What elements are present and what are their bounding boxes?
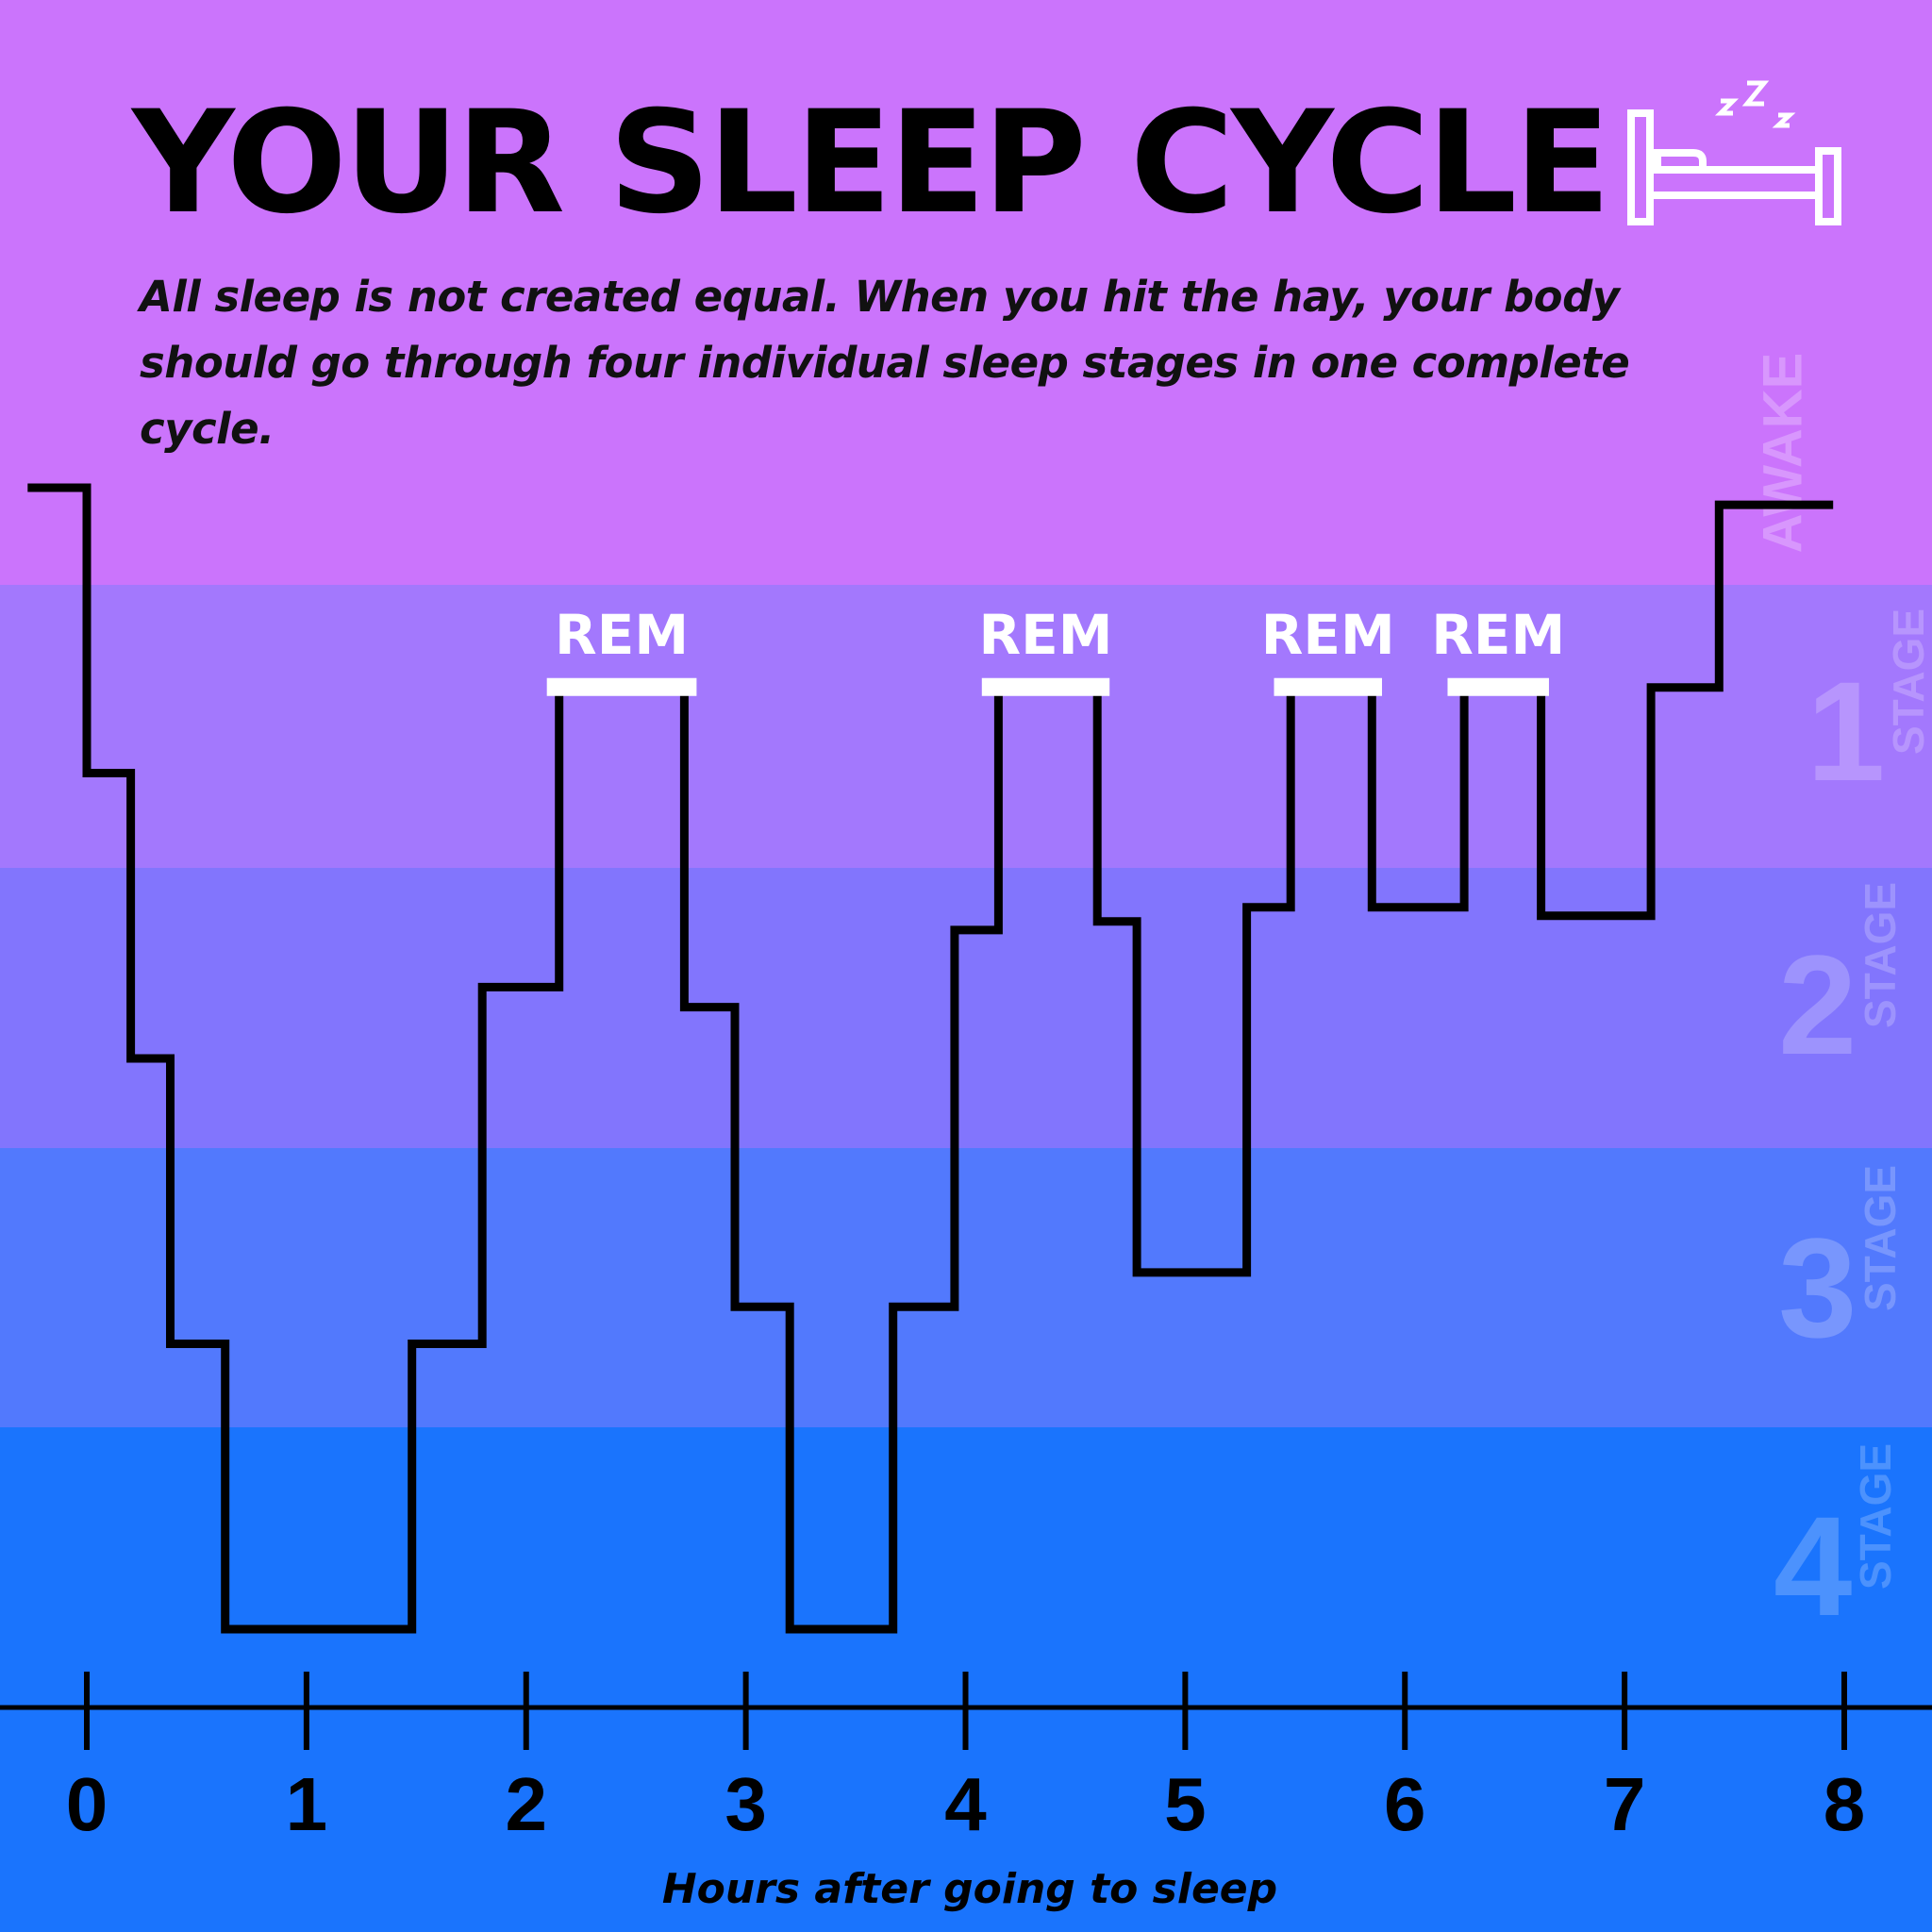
page-subtitle: All sleep is not created equal. When you… <box>140 272 1630 454</box>
stage-1-label: 1 STAGE <box>1807 608 1932 810</box>
rem-label: REM <box>978 603 1112 667</box>
stage-3-band <box>0 1148 1932 1427</box>
stage-2-label: 2 STAGE <box>1778 882 1905 1084</box>
stage-3-number: 3 <box>1778 1208 1857 1367</box>
stage-1-band <box>0 585 1932 868</box>
sleep-stage-line <box>27 483 1834 1634</box>
stage-4-label: 4 STAGE <box>1774 1443 1900 1645</box>
stage-1-number: 1 <box>1807 652 1886 810</box>
x-tick-label: 3 <box>724 1762 767 1846</box>
stage-3-label: 3 STAGE <box>1778 1165 1905 1367</box>
x-tick-label: 6 <box>1384 1762 1426 1846</box>
rem-bar <box>981 677 1110 696</box>
x-tick-label: 8 <box>1824 1762 1866 1846</box>
zzz-icon <box>1714 80 1796 128</box>
rem-label: REM <box>555 603 689 667</box>
rem-label: REM <box>1431 603 1565 667</box>
rem-bar <box>1447 677 1549 696</box>
bed-icon <box>1627 80 1841 225</box>
awake-band <box>0 0 1932 585</box>
stage-4-number: 4 <box>1774 1487 1853 1645</box>
x-tick-label: 4 <box>944 1762 987 1846</box>
stage-2-number: 2 <box>1778 925 1857 1084</box>
rem-label: REM <box>1261 603 1395 667</box>
page-title: YOUR SLEEP CYCLE <box>132 81 1610 245</box>
rem-bar <box>1274 677 1382 696</box>
x-tick-label: 7 <box>1604 1762 1646 1846</box>
x-tick-label: 2 <box>506 1762 548 1846</box>
x-tick-label: 0 <box>66 1762 108 1846</box>
x-tick-label: 5 <box>1164 1762 1207 1846</box>
x-axis-label: Hours after going to sleep <box>662 1865 1277 1913</box>
x-tick-label: 1 <box>286 1762 328 1846</box>
rem-bar <box>546 677 697 696</box>
